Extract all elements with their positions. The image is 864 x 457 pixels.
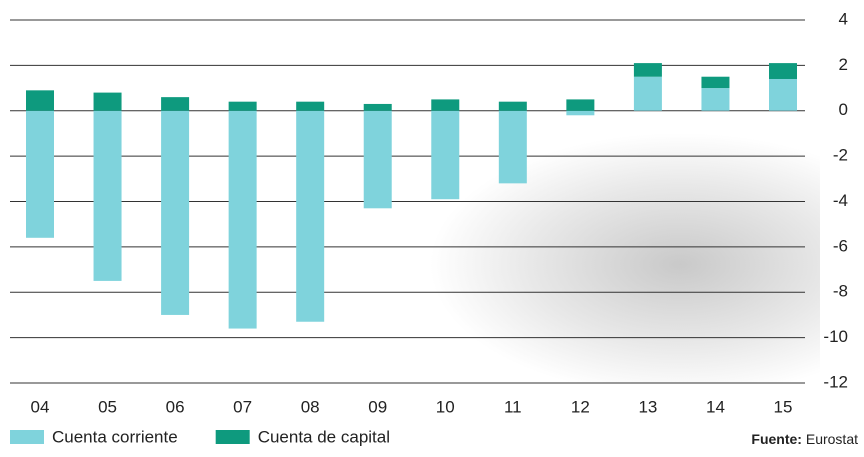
y-tick-label: -8 [833, 282, 848, 301]
bar-segment [229, 111, 257, 329]
bar-segment [769, 79, 797, 111]
y-tick-label: -2 [833, 146, 848, 165]
y-tick-label: -6 [833, 236, 848, 255]
bar-segment [634, 77, 662, 111]
x-tick-label: 05 [98, 397, 117, 416]
x-tick-label: 06 [166, 397, 185, 416]
legend: Cuenta corriente Cuenta de capital [10, 427, 390, 446]
source: Fuente: Eurostat [751, 431, 858, 447]
bar-segment [161, 111, 189, 315]
bar-segment [296, 111, 324, 322]
bar-segment [431, 111, 459, 199]
y-tick-label: -12 [823, 372, 848, 391]
bar-segment [161, 97, 189, 111]
bar-segment [364, 111, 392, 209]
x-tick-label: 14 [706, 397, 725, 416]
bar-segment [634, 63, 662, 77]
legend-label: Cuenta corriente [52, 427, 178, 446]
bar-segment [364, 104, 392, 111]
legend-swatch [10, 430, 44, 444]
legend-swatch [216, 430, 250, 444]
y-tick-label: 4 [839, 9, 848, 28]
bar-segment [26, 90, 54, 110]
y-tick-label: 2 [839, 55, 848, 74]
bar-segment [296, 102, 324, 111]
bar-segment [499, 111, 527, 184]
x-tick-label: 13 [638, 397, 657, 416]
bar-segment [769, 63, 797, 79]
bar-segment [701, 77, 729, 88]
bar-segment [701, 88, 729, 111]
x-tick-label: 10 [436, 397, 455, 416]
y-tick-label: -10 [823, 327, 848, 346]
chart: Cuenta corriente Cuenta de capital Fuente… [0, 0, 864, 457]
bar-segment [499, 102, 527, 111]
y-tick-label: 0 [839, 100, 848, 119]
background-image [320, 120, 820, 383]
x-tick-label: 15 [774, 397, 793, 416]
y-tick-label: -4 [833, 191, 848, 210]
bar-segment [94, 111, 122, 281]
legend-label: Cuenta de capital [258, 427, 390, 446]
bar-segment [431, 99, 459, 110]
bar-segment [566, 111, 594, 116]
x-tick-label: 12 [571, 397, 590, 416]
source-text: Eurostat [806, 431, 858, 447]
bar-segment [26, 111, 54, 238]
x-tick-label: 11 [504, 397, 522, 416]
bar-segment [566, 99, 594, 110]
x-tick-label: 04 [31, 397, 50, 416]
bar-segment [94, 93, 122, 111]
x-tick-label: 07 [233, 397, 252, 416]
x-tick-label: 08 [301, 397, 320, 416]
x-tick-label: 09 [368, 397, 387, 416]
bar-segment [229, 102, 257, 111]
source-label: Fuente: [751, 431, 802, 447]
